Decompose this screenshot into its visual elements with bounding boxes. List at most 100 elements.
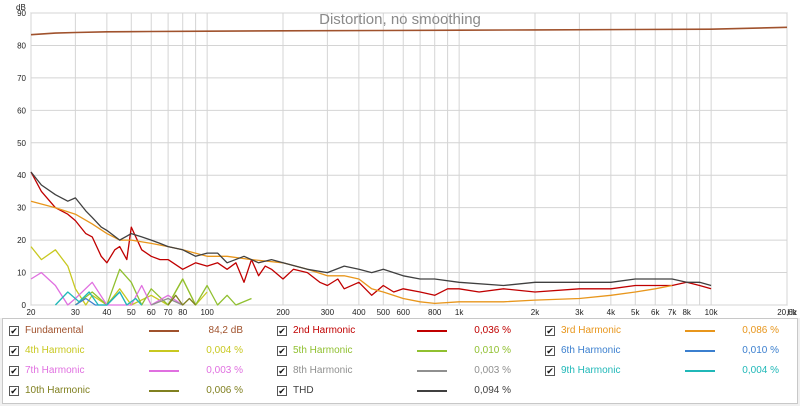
legend-swatch-thd [417, 390, 447, 392]
legend-panel: ✔ Fundamental 84,2 dB ✔ 2nd Harmonic 0,036 % ✔… [2, 318, 798, 404]
legend-swatch-7th-harmonic [149, 370, 179, 372]
y-tick-label: 80 [17, 41, 26, 50]
grid-lines [30, 12, 788, 306]
legend-value-2nd-harmonic: 0,036 % [474, 325, 511, 336]
y-axis-label: dB [16, 3, 26, 12]
legend-value-fundamental: 84,2 dB [208, 325, 243, 336]
legend-checkbox-thd[interactable]: ✔ [277, 386, 287, 396]
x-tick-label: 20,0k [777, 308, 798, 317]
legend-value-9th-harmonic: 0,004 % [742, 365, 779, 376]
legend-value-8th-harmonic: 0,003 % [474, 365, 511, 376]
legend-swatch-fundamental [149, 330, 179, 332]
x-tick-label: 20 [27, 308, 36, 317]
legend-swatch-2nd-harmonic [417, 330, 447, 332]
legend-label-4th-harmonic: 4th Harmonic [25, 345, 85, 356]
legend-value-10th-harmonic: 0,006 % [206, 385, 243, 396]
y-tick-label: 60 [17, 106, 26, 115]
legend-checkbox-2nd-harmonic[interactable]: ✔ [277, 326, 287, 336]
legend-item-9th-harmonic: ✔ 9th Harmonic 0,004 % [539, 361, 800, 381]
legend-label-5th-harmonic: 5th Harmonic [293, 345, 353, 356]
legend-item-thd: ✔ THD 0,094 % [271, 381, 539, 401]
legend-label-9th-harmonic: 9th Harmonic [561, 365, 621, 376]
legend-item-4th-harmonic: ✔ 4th Harmonic 0,004 % [3, 341, 271, 361]
legend-value-3rd-harmonic: 0,086 % [742, 325, 779, 336]
legend-checkbox-3rd-harmonic[interactable]: ✔ [545, 326, 555, 336]
legend-label-2nd-harmonic: 2nd Harmonic [293, 325, 356, 336]
series-line-fundamental [30, 26, 788, 36]
legend-swatch-4th-harmonic [149, 350, 179, 352]
legend-value-5th-harmonic: 0,010 % [474, 345, 511, 356]
x-tick-label: 8k [682, 308, 691, 317]
x-tick-label: 80 [178, 308, 187, 317]
y-tick-label: 40 [17, 171, 26, 180]
legend-item-3rd-harmonic: ✔ 3rd Harmonic 0,086 % [539, 321, 800, 341]
y-tick-label: 30 [17, 204, 26, 213]
legend-checkbox-4th-harmonic[interactable]: ✔ [9, 346, 19, 356]
legend-label-10th-harmonic: 10th Harmonic [25, 385, 91, 396]
y-tick-label: 0 [22, 301, 27, 310]
legend-value-6th-harmonic: 0,010 % [742, 345, 779, 356]
series-line-8th-harmonic [150, 297, 183, 306]
legend-item-fundamental: ✔ Fundamental 84,2 dB [3, 321, 271, 341]
legend-swatch-8th-harmonic [417, 370, 447, 372]
x-tick-label: 30 [71, 308, 80, 317]
x-tick-label: 1k [455, 308, 464, 317]
legend-swatch-10th-harmonic [149, 390, 179, 392]
x-tick-label: 600 [397, 308, 411, 317]
legend-item-7th-harmonic: ✔ 7th Harmonic 0,003 % [3, 361, 271, 381]
x-tick-label: 3k [575, 308, 584, 317]
x-tick-label: 100 [200, 308, 214, 317]
y-tick-label: 20 [17, 236, 26, 245]
legend-checkbox-fundamental[interactable]: ✔ [9, 326, 19, 336]
series-line-thd [30, 171, 712, 287]
legend-label-7th-harmonic: 7th Harmonic [25, 365, 85, 376]
legend-value-7th-harmonic: 0,003 % [206, 365, 243, 376]
y-tick-label: 50 [17, 139, 26, 148]
x-tick-label: 5k [631, 308, 640, 317]
x-axis-unit: Hz [787, 308, 797, 317]
x-tick-label: 50 [127, 308, 136, 317]
x-tick-label: 200 [276, 308, 290, 317]
legend-label-8th-harmonic: 8th Harmonic [293, 365, 353, 376]
x-tick-label: 800 [428, 308, 442, 317]
x-tick-label: 10k [705, 308, 719, 317]
legend-label-fundamental: Fundamental [25, 325, 84, 336]
legend-checkbox-9th-harmonic[interactable]: ✔ [545, 366, 555, 376]
legend-label-6th-harmonic: 6th Harmonic [561, 345, 621, 356]
legend-checkbox-8th-harmonic[interactable]: ✔ [277, 366, 287, 376]
plot-area: 0 10 20 30 40 50 60 70 80 90 dB 20 30 40 50 60 70 80 100 20… [0, 0, 800, 318]
legend-item-2nd-harmonic: ✔ 2nd Harmonic 0,036 % [271, 321, 539, 341]
legend-item-10th-harmonic: ✔ 10th Harmonic 0,006 % [3, 381, 271, 401]
legend-value-thd: 0,094 % [474, 385, 511, 396]
series-line-9th-harmonic [54, 291, 143, 306]
x-tick-label: 6k [651, 308, 660, 317]
legend-label-thd: THD [293, 385, 314, 396]
legend-swatch-3rd-harmonic [685, 330, 715, 332]
series-line-10th-harmonic [167, 294, 197, 306]
y-tick-label: 90 [17, 9, 26, 18]
legend-checkbox-6th-harmonic[interactable]: ✔ [545, 346, 555, 356]
x-tick-label: 2k [531, 308, 540, 317]
x-tick-label: 300 [321, 308, 335, 317]
x-tick-label: 40 [102, 308, 111, 317]
series-line-2nd-harmonic [30, 171, 712, 296]
series-line-4th-harmonic [30, 246, 208, 306]
legend-item-8th-harmonic: ✔ 8th Harmonic 0,003 % [271, 361, 539, 381]
legend-item-5th-harmonic: ✔ 5th Harmonic 0,010 % [271, 341, 539, 361]
legend-checkbox-5th-harmonic[interactable]: ✔ [277, 346, 287, 356]
x-tick-label: 4k [607, 308, 616, 317]
chart-title: Distortion, no smoothing [319, 11, 481, 28]
legend-swatch-6th-harmonic [685, 350, 715, 352]
legend-checkbox-10th-harmonic[interactable]: ✔ [9, 386, 19, 396]
legend-value-4th-harmonic: 0,004 % [206, 345, 243, 356]
legend-checkbox-7th-harmonic[interactable]: ✔ [9, 366, 19, 376]
y-tick-label: 70 [17, 74, 26, 83]
plot-frame [30, 12, 788, 306]
legend-item-6th-harmonic: ✔ 6th Harmonic 0,010 % [539, 341, 800, 361]
legend-swatch-9th-harmonic [685, 370, 715, 372]
x-tick-label: 500 [377, 308, 391, 317]
x-tick-label: 60 [147, 308, 156, 317]
legend-swatch-5th-harmonic [417, 350, 447, 352]
